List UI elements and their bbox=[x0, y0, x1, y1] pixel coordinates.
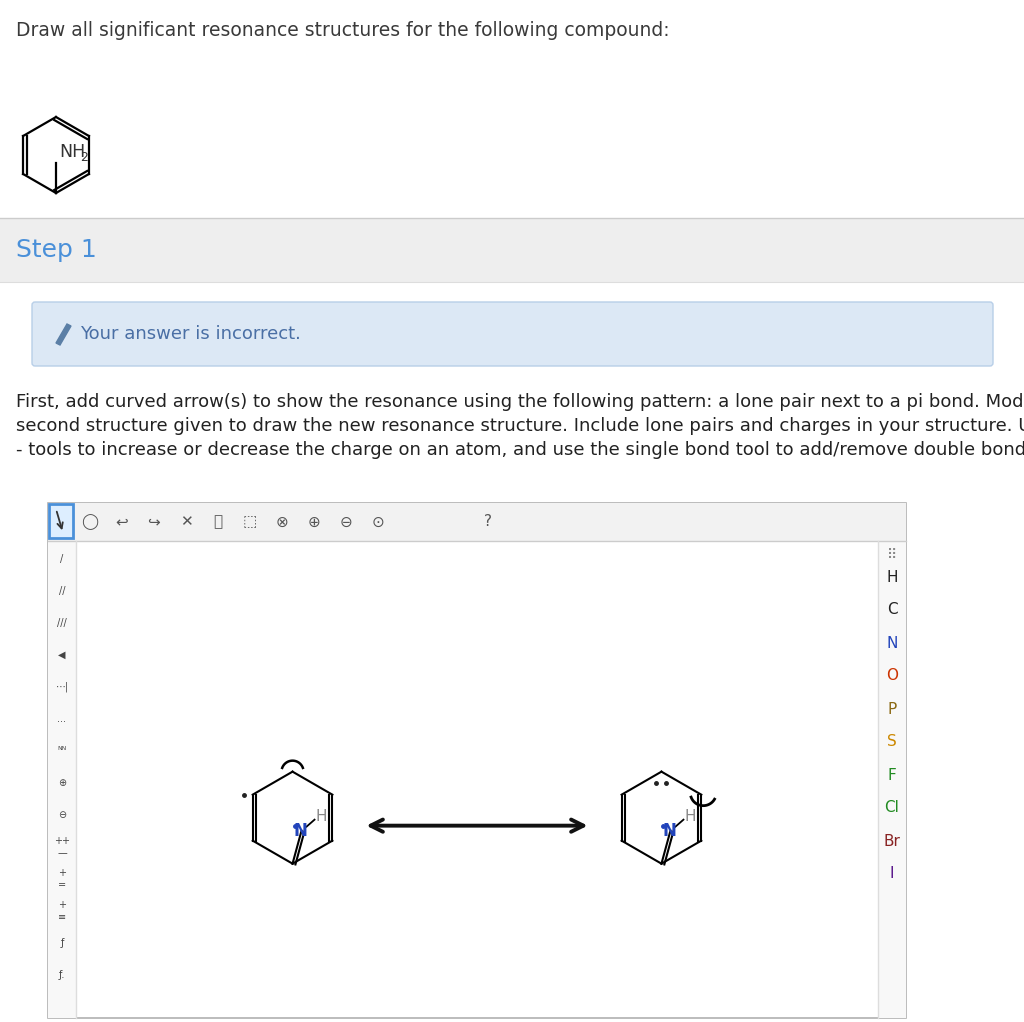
Text: ///: /// bbox=[57, 618, 67, 628]
Bar bbox=[48, 503, 906, 1018]
Text: ⊕: ⊕ bbox=[58, 778, 67, 788]
FancyBboxPatch shape bbox=[32, 301, 993, 366]
Text: ƒ: ƒ bbox=[60, 938, 63, 948]
Text: N: N bbox=[887, 636, 898, 650]
Text: ◯: ◯ bbox=[82, 514, 98, 530]
Polygon shape bbox=[56, 324, 71, 345]
Text: ++
—: ++ — bbox=[54, 836, 70, 857]
Text: /: / bbox=[60, 554, 63, 564]
Text: ⊙: ⊙ bbox=[372, 514, 384, 529]
Text: - tools to increase or decrease the charge on an atom, and use the single bond t: - tools to increase or decrease the char… bbox=[16, 442, 1024, 459]
Text: F: F bbox=[888, 768, 896, 783]
Text: Your answer is incorrect.: Your answer is incorrect. bbox=[80, 325, 301, 343]
Text: ⠿: ⠿ bbox=[887, 548, 897, 562]
Bar bbox=[48, 503, 906, 541]
Text: 2: 2 bbox=[80, 151, 88, 164]
Text: ⊖: ⊖ bbox=[58, 810, 67, 820]
Bar bbox=[0, 0, 1024, 218]
Text: P: P bbox=[888, 701, 897, 716]
Text: ✕: ✕ bbox=[179, 514, 193, 529]
Text: S: S bbox=[887, 735, 897, 749]
Text: O: O bbox=[886, 668, 898, 684]
Text: ⬚: ⬚ bbox=[243, 514, 257, 529]
Text: +
=: + = bbox=[58, 869, 67, 890]
Text: ⊖: ⊖ bbox=[340, 514, 352, 529]
Text: ...: ... bbox=[57, 714, 67, 724]
Text: Step 1: Step 1 bbox=[16, 238, 96, 262]
FancyBboxPatch shape bbox=[49, 504, 73, 538]
Text: C: C bbox=[887, 603, 897, 617]
Bar bbox=[48, 541, 76, 1018]
Text: N: N bbox=[294, 822, 307, 840]
Text: ⊕: ⊕ bbox=[307, 514, 321, 529]
Text: N: N bbox=[663, 822, 677, 840]
Text: Draw all significant resonance structures for the following compound:: Draw all significant resonance structure… bbox=[16, 21, 670, 40]
Text: //: // bbox=[58, 586, 66, 596]
Text: ?: ? bbox=[484, 514, 492, 529]
Text: ↩: ↩ bbox=[116, 514, 128, 529]
Text: ᴺᴺ: ᴺᴺ bbox=[57, 746, 67, 756]
Text: ⧉: ⧉ bbox=[213, 514, 222, 529]
Bar bbox=[0, 219, 1024, 282]
Text: Cl: Cl bbox=[885, 800, 899, 816]
Text: First, add curved arrow(s) to show the resonance using the following pattern: a : First, add curved arrow(s) to show the r… bbox=[16, 393, 1024, 411]
Text: +
≡: + ≡ bbox=[58, 900, 67, 922]
Text: ƒ.: ƒ. bbox=[58, 970, 66, 980]
Text: H: H bbox=[886, 569, 898, 585]
Bar bbox=[878, 541, 906, 1018]
Text: ↪: ↪ bbox=[147, 514, 161, 529]
Text: second structure given to draw the new resonance structure. Include lone pairs a: second structure given to draw the new r… bbox=[16, 417, 1024, 435]
Text: H: H bbox=[315, 809, 328, 824]
Text: NH: NH bbox=[59, 143, 85, 161]
Text: H: H bbox=[685, 809, 696, 824]
Text: ◀: ◀ bbox=[58, 650, 66, 660]
Text: ⋯|: ⋯| bbox=[55, 682, 69, 692]
Text: Br: Br bbox=[884, 834, 900, 848]
Text: ⊗: ⊗ bbox=[275, 514, 289, 529]
Text: I: I bbox=[890, 867, 894, 882]
